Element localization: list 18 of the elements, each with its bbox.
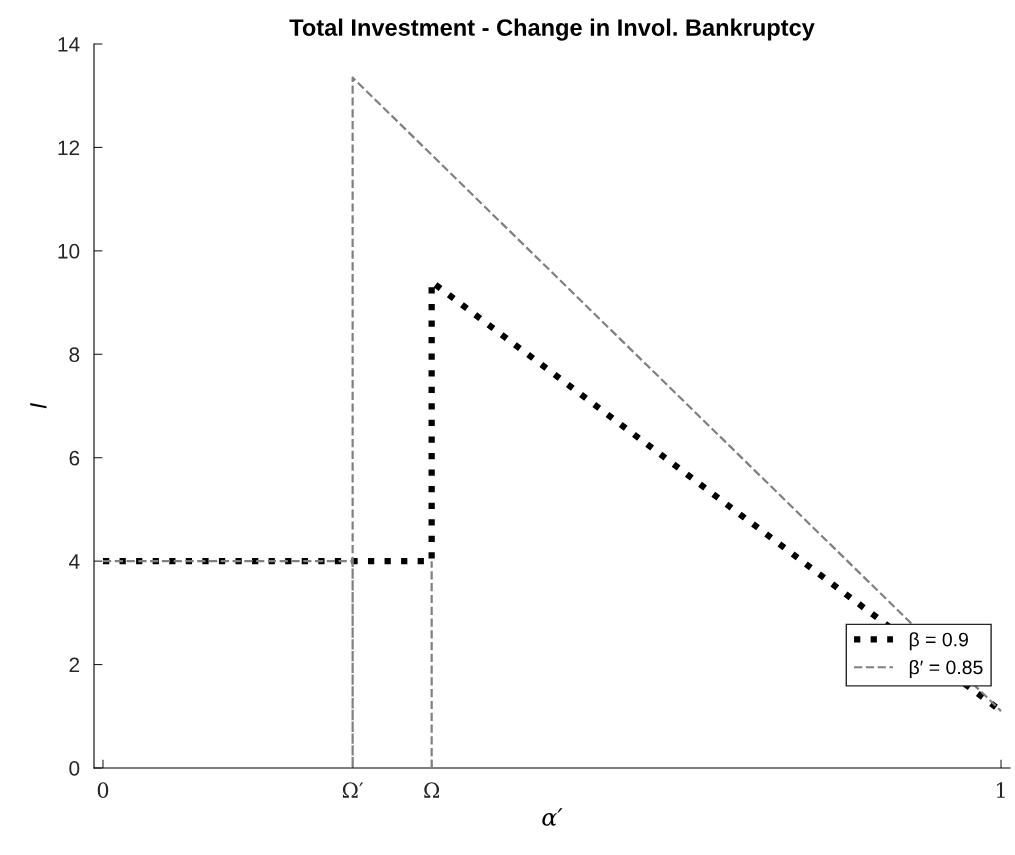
chart-title: Total Investment - Change in Invol. Bankruptcy: [289, 18, 815, 41]
line-series: [101, 76, 1003, 768]
y-tick-label: 8: [69, 347, 80, 363]
x-tick-label: Ω′: [342, 782, 364, 798]
legend-label: β = 0.9: [909, 632, 968, 651]
y-tick-label: 12: [58, 140, 80, 155]
y-tick-label: 10: [58, 243, 80, 259]
x-axis-title: α′: [542, 808, 563, 826]
y-axis-title: I: [30, 402, 47, 409]
y-tick-label: 0: [69, 761, 80, 776]
y-tick-label: 4: [69, 554, 80, 569]
y-tick-label: 2: [69, 657, 80, 673]
x-tick-label: 1: [996, 782, 1005, 798]
y-tick-label: 14: [58, 37, 80, 52]
legend-label: β′ = 0.85: [909, 659, 983, 679]
x-tick-label: Ω: [424, 782, 440, 798]
x-tick-label: 0: [97, 782, 109, 799]
y-tick-label: 6: [69, 450, 80, 466]
